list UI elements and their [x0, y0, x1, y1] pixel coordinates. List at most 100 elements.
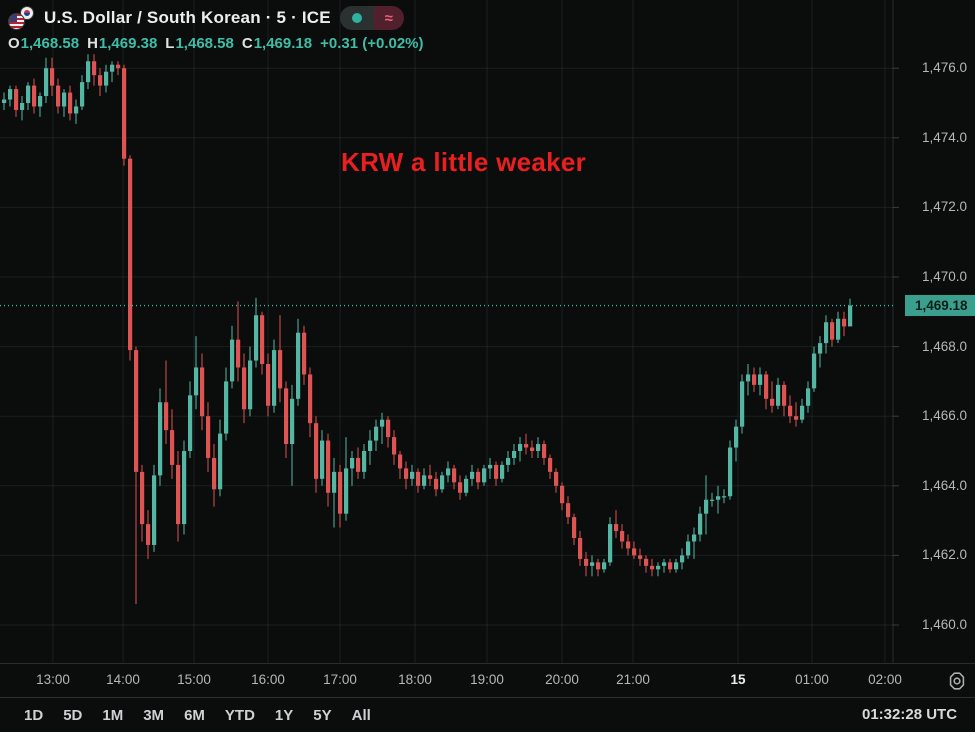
settings-icon[interactable]: [946, 670, 968, 692]
range-button-3m[interactable]: 3M: [133, 703, 174, 728]
ohlc-high-value: 1,469.38: [98, 35, 158, 52]
candle: [452, 468, 457, 483]
candle: [620, 531, 625, 542]
candle: [218, 433, 223, 490]
candle: [236, 339, 241, 368]
candle: [764, 374, 769, 399]
candle: [722, 496, 727, 498]
candle: [350, 457, 355, 469]
candle: [272, 350, 277, 406]
candle: [734, 426, 739, 448]
candle: [260, 315, 265, 364]
clock-label[interactable]: 01:32:28 UTC: [862, 706, 958, 723]
us-flag-icon: [8, 13, 25, 30]
candle: [374, 426, 379, 441]
candle: [188, 395, 193, 451]
range-button-1m[interactable]: 1M: [92, 703, 133, 728]
candle: [242, 367, 247, 410]
candle: [602, 562, 607, 570]
candle: [584, 558, 589, 566]
candle: [758, 374, 763, 385]
time-tick-label: 16:00: [251, 672, 285, 687]
candle: [368, 440, 373, 451]
time-tick-label: 20:00: [545, 672, 579, 687]
candle: [164, 402, 169, 431]
candle: [458, 482, 463, 493]
price-tick-label: 1,462.0: [922, 547, 968, 563]
candle: [476, 471, 481, 483]
candle: [686, 541, 691, 556]
candle: [20, 103, 25, 110]
candle: [62, 92, 67, 107]
candle: [500, 464, 505, 479]
range-button-1y[interactable]: 1Y: [265, 703, 303, 728]
current-price-label: 1,469.18: [905, 295, 975, 317]
candle: [422, 475, 427, 486]
candle: [608, 524, 613, 563]
candle: [326, 440, 331, 493]
chart-region: U.S. Dollar / South Korean · 5 · ICE ≈ O…: [0, 0, 975, 663]
range-button-6m[interactable]: 6M: [174, 703, 215, 728]
candle: [512, 451, 517, 458]
candle: [716, 496, 721, 500]
candle: [2, 99, 7, 103]
candle: [230, 339, 235, 382]
symbol-title[interactable]: U.S. Dollar / South Korean · 5 · ICE: [44, 8, 331, 27]
time-scale[interactable]: 13:00 14:00 15:00 16:00 17:00 18:00 19:00 20:00…: [0, 663, 975, 697]
candle: [248, 360, 253, 410]
time-tick-label: 18:00: [398, 672, 432, 687]
candle: [782, 384, 787, 406]
candle: [338, 471, 343, 514]
candle: [842, 318, 847, 327]
time-tick-label: 15:00: [177, 672, 211, 687]
range-buttons: 1D 5D 1M 3M 6M YTD 1Y 5Y All: [0, 703, 381, 728]
candle: [566, 503, 571, 518]
price-tick-label: 1,470.0: [922, 269, 968, 284]
candlestick-chart[interactable]: [0, 0, 975, 663]
candle: [848, 305, 853, 327]
range-button-5d[interactable]: 5D: [53, 703, 92, 728]
candle: [506, 457, 511, 465]
range-button-all[interactable]: All: [342, 703, 381, 728]
time-tick-label: 02:00: [868, 672, 902, 687]
candle: [800, 405, 805, 420]
time-tick-label: 14:00: [106, 672, 140, 687]
ohlc-row: O 1,468.58 H 1,469.38 L 1,468.58 C 1,469.18 …: [8, 35, 424, 52]
candle: [524, 444, 529, 448]
candle: [122, 68, 127, 159]
candle: [284, 388, 289, 445]
candle: [560, 485, 565, 504]
candle: [542, 444, 547, 458]
candle: [212, 457, 217, 490]
candle: [596, 562, 601, 570]
range-button-1d[interactable]: 1D: [14, 703, 53, 728]
candle: [638, 555, 643, 559]
candle: [776, 384, 781, 406]
candle: [302, 332, 307, 375]
price-scale[interactable]: 1,469.18 1,476.0 1,474.0 1,472.0 1,470.0 1,4…: [893, 0, 975, 663]
candle: [674, 562, 679, 570]
candle: [386, 419, 391, 438]
range-button-ytd[interactable]: YTD: [215, 703, 265, 728]
time-tick-label: 21:00: [616, 672, 650, 687]
range-button-5y[interactable]: 5Y: [303, 703, 341, 728]
candle: [434, 478, 439, 490]
annotation-text[interactable]: KRW a little weaker: [341, 147, 587, 177]
candle: [482, 468, 487, 483]
candle: [530, 447, 535, 451]
candle: [44, 68, 49, 97]
candle: [830, 322, 835, 340]
candle: [86, 61, 91, 83]
candle: [32, 85, 37, 107]
candle: [464, 478, 469, 493]
candle: [224, 381, 229, 434]
market-open-dot-icon: [339, 6, 374, 30]
ohlc-close-value: 1,469.18: [253, 35, 313, 52]
market-status-toggle[interactable]: ≈: [339, 6, 404, 30]
candle: [254, 315, 259, 361]
candle: [572, 517, 577, 538]
candle: [158, 402, 163, 476]
time-tick-label: 19:00: [470, 672, 504, 687]
price-tick-label: 1,464.0: [922, 477, 968, 493]
